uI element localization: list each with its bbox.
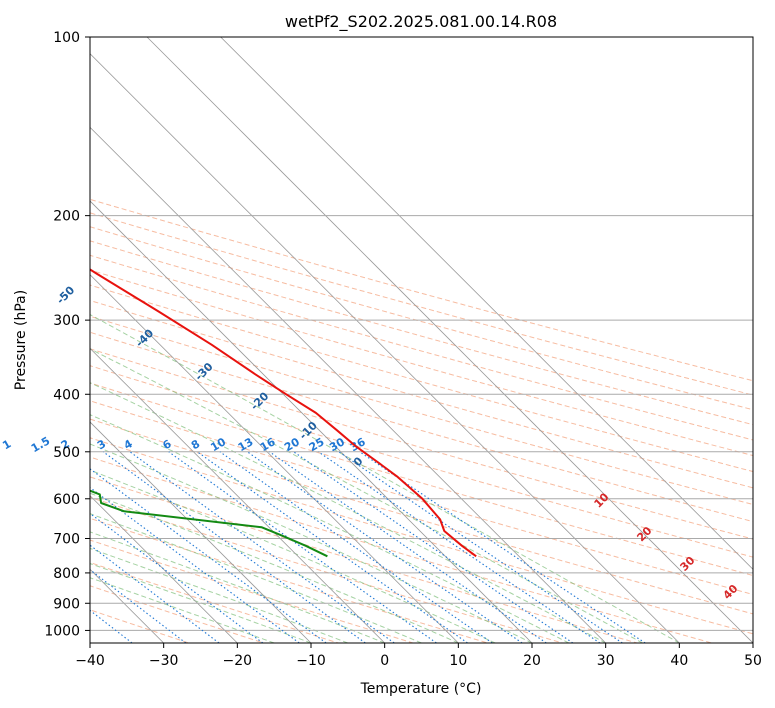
dry-adiabat-line (90, 456, 712, 643)
y-tick-label: 600 (53, 492, 80, 508)
isotherm-line (90, 421, 312, 643)
dry-adiabat-line (90, 400, 753, 596)
dry-adiabat-line (90, 418, 753, 615)
moist-adiabat-line (90, 382, 606, 643)
isotherm-line (146, 37, 753, 643)
chart-title: wetPf2_S202.2025.081.00.14.R08 (285, 12, 557, 32)
dewpoint-profile-line (90, 489, 328, 558)
x-tick-label: 50 (744, 653, 762, 669)
temperature-profile-line (90, 268, 477, 558)
mixing-ratio-line (269, 451, 547, 643)
x-tick-label: −30 (149, 653, 179, 669)
y-tick-label: 700 (53, 532, 80, 548)
mixing-ratio-line (219, 451, 493, 643)
isotherm-line (90, 53, 680, 643)
y-axis: 100 200 300 400 500 600 700 800 900 1000 (44, 30, 90, 639)
mixing-ratio-line (129, 451, 395, 643)
isotherm-line (90, 347, 385, 643)
dry-adiabat-line (90, 331, 753, 523)
dry-adiabat-line (90, 284, 753, 473)
dry-adiabat-line (90, 198, 753, 382)
moist-adiabat-line (90, 443, 533, 643)
moist-adiabat-line (90, 414, 570, 643)
profile-lines (90, 268, 477, 558)
x-axis: −40 −30 −20 −10 0 10 20 30 40 50 (75, 643, 762, 669)
y-tick-label: 300 (53, 313, 80, 329)
y-tick-label: 100 (53, 30, 80, 46)
y-tick-label: 400 (53, 387, 80, 403)
isotherm-line (220, 37, 753, 570)
x-tick-label: −40 (75, 653, 105, 669)
x-tick-label: 0 (380, 653, 389, 669)
reference-lines (90, 37, 753, 643)
x-tick-label: 40 (670, 653, 688, 669)
moist-adiabat-line (90, 492, 459, 643)
dry-adiabat-line (90, 365, 753, 558)
dry-adiabat-line (90, 269, 753, 457)
x-tick-label: 20 (523, 653, 541, 669)
dry-adiabat-line (90, 517, 488, 643)
isotherm-line (90, 274, 459, 643)
plot-frame (89, 36, 754, 644)
mixing-ratio-line (196, 451, 468, 643)
y-tick-label: 900 (53, 596, 80, 612)
moist-adiabat-line (90, 469, 496, 643)
isotherm-line (90, 126, 606, 643)
dry-adiabat-line (90, 254, 753, 441)
y-tick-label: 500 (53, 445, 80, 461)
isotherm-line (90, 495, 238, 643)
dry-adiabat-line (90, 496, 563, 643)
mixing-ratio-line (168, 451, 437, 643)
moist-adiabat-line (90, 531, 385, 643)
moist-adiabat-line (90, 348, 643, 643)
mixing-ratio-line (102, 451, 366, 643)
isotherm-line (90, 200, 533, 643)
mixing-ratio-line (90, 468, 327, 643)
x-tick-label: −20 (223, 653, 253, 669)
dry-adiabat-line (90, 240, 753, 426)
y-tick-label: 800 (53, 566, 80, 582)
x-tick-label: 10 (449, 653, 467, 669)
x-axis-title: Temperature (°C) (360, 681, 482, 697)
mixing-ratio-line (318, 451, 601, 643)
y-tick-label: 1000 (44, 623, 80, 639)
y-axis-title: Pressure (hPa) (13, 290, 29, 390)
mixing-ratio-line (338, 451, 623, 643)
x-tick-label: 30 (597, 653, 615, 669)
y-tick-label: 200 (53, 209, 80, 225)
x-tick-label: −10 (296, 653, 326, 669)
